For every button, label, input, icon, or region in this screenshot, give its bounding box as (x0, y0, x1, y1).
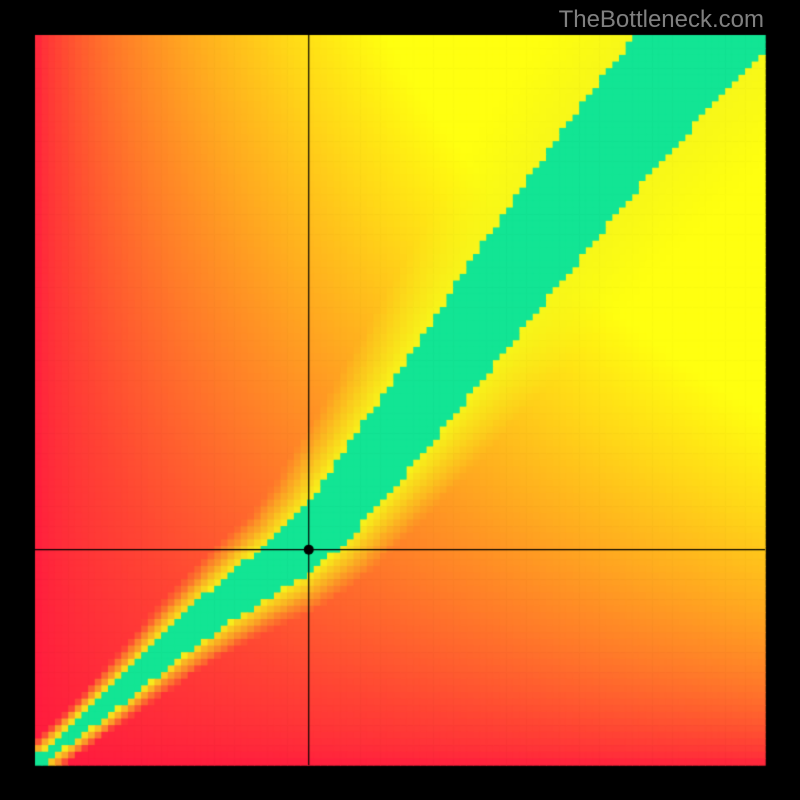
watermark: TheBottleneck.com (559, 6, 764, 34)
heatmap-canvas (0, 0, 800, 800)
